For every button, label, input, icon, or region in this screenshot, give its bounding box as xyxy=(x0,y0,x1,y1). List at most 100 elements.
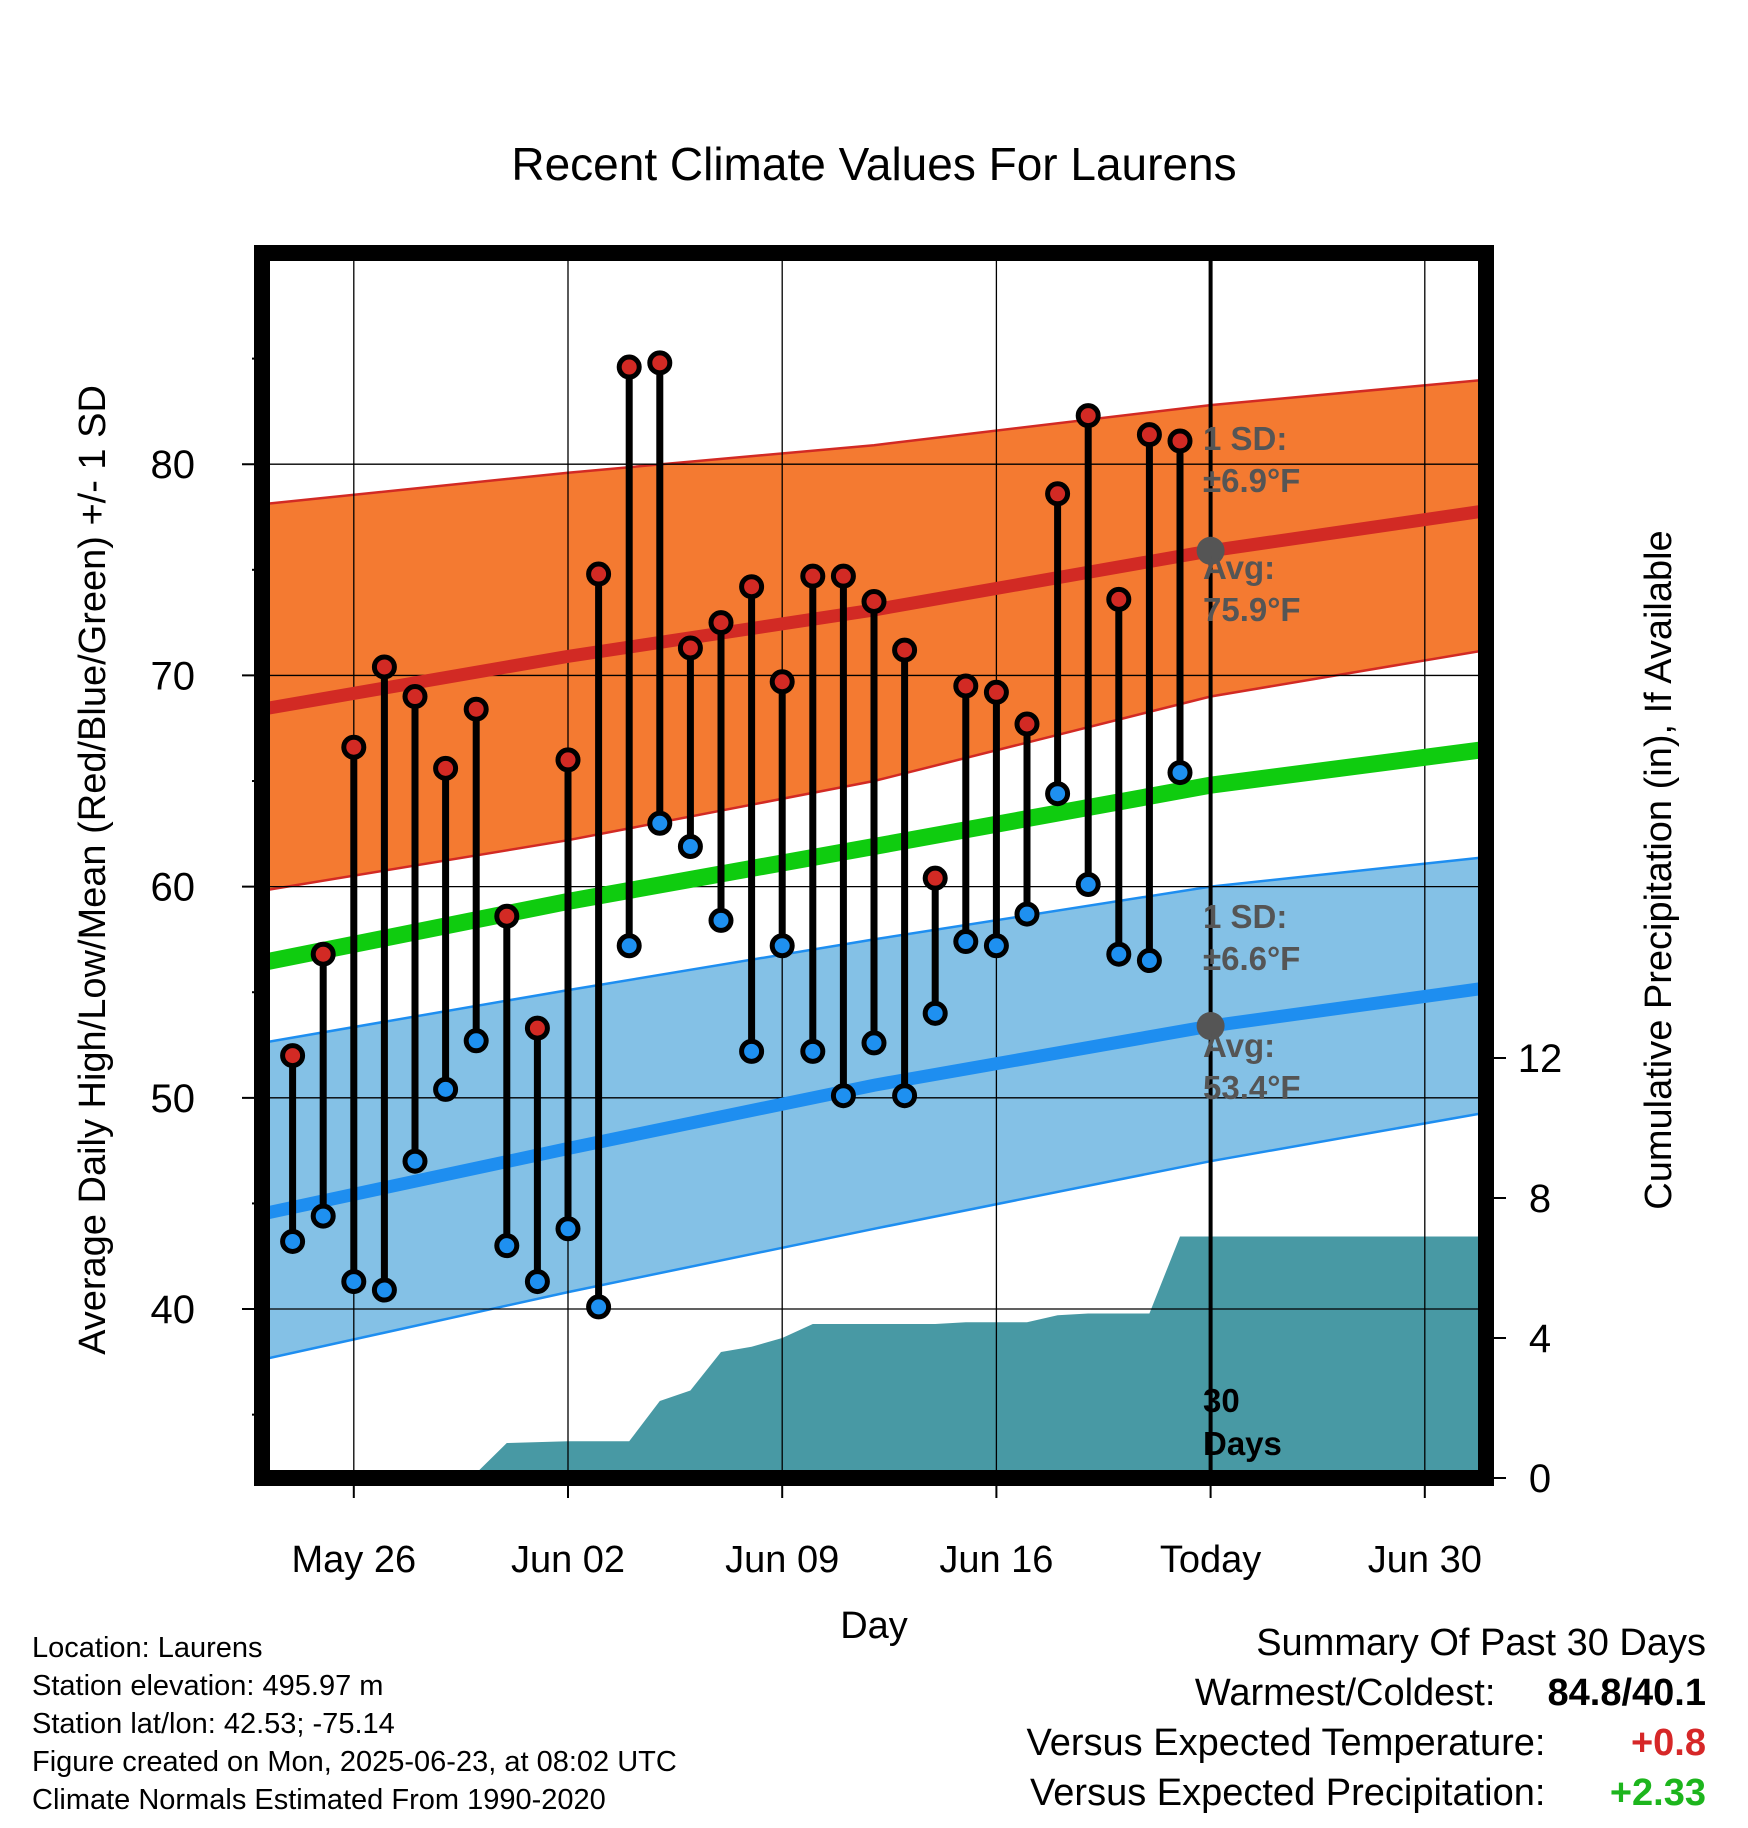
today-high-avg-marker xyxy=(1196,536,1225,565)
daily-high-point xyxy=(1167,428,1193,454)
daily-high-point xyxy=(1106,586,1132,612)
chart-title: Recent Climate Values For Laurens xyxy=(511,138,1236,190)
daily-high-point xyxy=(402,684,428,710)
x-tick-label: May 26 xyxy=(291,1539,416,1581)
left-y-tick-label: 40 xyxy=(151,1288,196,1332)
x-tick-label: Today xyxy=(1160,1539,1261,1581)
low-avg-value: 53.4°F xyxy=(1203,1069,1301,1106)
period-number: 30 xyxy=(1203,1382,1240,1419)
warmest-coldest-label: Warmest/Coldest: xyxy=(1194,1672,1496,1714)
left-y-tick-label: 60 xyxy=(151,866,196,910)
daily-low-point xyxy=(892,1083,918,1109)
info-created: Figure created on Mon, 2025-06-23, at 08… xyxy=(32,1746,677,1778)
daily-high-point xyxy=(1075,403,1101,429)
daily-high-point xyxy=(708,610,734,636)
low-band-lower-edge xyxy=(262,1111,1486,1361)
daily-low-point xyxy=(494,1233,520,1259)
daily-low-point xyxy=(555,1216,581,1242)
daily-high-point xyxy=(555,747,581,773)
low-sd-value: ±6.6°F xyxy=(1203,940,1300,977)
daily-high-point xyxy=(433,755,459,781)
low-sd-label: 1 SD: xyxy=(1203,898,1287,935)
x-tick-label: Jun 02 xyxy=(511,1539,625,1581)
daily-low-point xyxy=(953,929,979,955)
daily-high-point xyxy=(892,637,918,663)
daily-low-point xyxy=(861,1030,887,1056)
daily-low-point xyxy=(616,933,642,959)
daily-high-point xyxy=(371,654,397,680)
daily-high-point xyxy=(463,696,489,722)
daily-high-point xyxy=(1045,481,1071,507)
left-y-tick-label: 50 xyxy=(151,1077,196,1121)
daily-low-point xyxy=(708,907,734,933)
daily-low-point xyxy=(463,1028,489,1054)
daily-low-point xyxy=(769,933,795,959)
daily-high-point xyxy=(983,679,1009,705)
x-tick-label: Jun 30 xyxy=(1368,1539,1482,1581)
temp-label: Versus Expected Temperature: xyxy=(1026,1722,1546,1764)
daily-low-point xyxy=(739,1038,765,1064)
daily-low-point xyxy=(586,1294,612,1320)
period-unit: Days xyxy=(1203,1425,1282,1462)
right-y-tick-label: 4 xyxy=(1529,1317,1551,1361)
daily-low-point xyxy=(1167,760,1193,786)
summary-panel: Summary Of Past 30 Days Warmest/Coldest:… xyxy=(1027,1618,1706,1818)
daily-low-point xyxy=(1136,948,1162,974)
daily-high-point xyxy=(769,669,795,695)
left-y-tick-label: 80 xyxy=(151,443,196,487)
cumulative-precip-area xyxy=(262,1236,1486,1478)
daily-low-point xyxy=(310,1203,336,1229)
daily-high-point xyxy=(739,574,765,600)
info-location: Location: Laurens xyxy=(32,1632,263,1664)
x-axis-label: Day xyxy=(840,1605,908,1647)
high-band-upper-edge xyxy=(262,378,1486,506)
daily-low-point xyxy=(677,833,703,859)
daily-low-point xyxy=(1014,901,1040,927)
summary-warmest-coldest: Warmest/Coldest: 84.8/40.1 xyxy=(1027,1668,1706,1718)
x-tick-label: Jun 16 xyxy=(939,1539,1053,1581)
daily-low-point xyxy=(922,1000,948,1026)
daily-high-point xyxy=(341,734,367,760)
daily-high-point xyxy=(1014,711,1040,737)
right-y-tick-label: 0 xyxy=(1529,1457,1551,1501)
daily-low-point xyxy=(433,1076,459,1102)
daily-low-point xyxy=(341,1269,367,1295)
warmest-coldest-value: 84.8/40.1 xyxy=(1547,1672,1706,1714)
info-normals: Climate Normals Estimated From 1990-2020 xyxy=(32,1784,606,1816)
daily-low-point xyxy=(647,810,673,836)
high-sd-value: ±6.9°F xyxy=(1203,462,1300,499)
high-sd-label: 1 SD: xyxy=(1203,420,1287,457)
daily-high-point xyxy=(310,941,336,967)
daily-low-point xyxy=(983,933,1009,959)
today-low-avg-marker xyxy=(1196,1012,1225,1041)
high-avg-label: Avg: xyxy=(1203,549,1275,586)
daily-high-point xyxy=(586,561,612,587)
daily-low-point xyxy=(830,1083,856,1109)
daily-low-point xyxy=(1075,872,1101,898)
summary-temp: Versus Expected Temperature: +0.8 xyxy=(1027,1718,1706,1768)
left-axis-label: Average Daily High/Low/Mean (Red/Blue/Gr… xyxy=(72,385,114,1355)
left-y-tick-label: 70 xyxy=(151,654,196,698)
daily-high-point xyxy=(494,903,520,929)
daily-high-point xyxy=(647,350,673,376)
daily-high-point xyxy=(922,865,948,891)
summary-precip: Versus Expected Precipitation: +2.33 xyxy=(1027,1768,1706,1818)
daily-low-point xyxy=(402,1148,428,1174)
daily-low-point xyxy=(800,1038,826,1064)
daily-low-point xyxy=(371,1277,397,1303)
right-y-tick-label: 12 xyxy=(1518,1037,1563,1081)
high-avg-value: 75.9°F xyxy=(1203,591,1301,628)
daily-high-point xyxy=(280,1043,306,1069)
info-latlon: Station lat/lon: 42.53; -75.14 xyxy=(32,1708,395,1740)
daily-high-point xyxy=(1136,422,1162,448)
daily-low-point xyxy=(1106,941,1132,967)
plot-frame xyxy=(254,245,1494,1486)
info-elevation: Station elevation: 495.97 m xyxy=(32,1670,384,1702)
daily-low-point xyxy=(280,1228,306,1254)
low-avg-label: Avg: xyxy=(1203,1027,1275,1064)
daily-low-point xyxy=(1045,781,1071,807)
daily-high-point xyxy=(616,354,642,380)
precip-value: +2.33 xyxy=(1609,1772,1706,1814)
temp-value: +0.8 xyxy=(1630,1722,1706,1764)
